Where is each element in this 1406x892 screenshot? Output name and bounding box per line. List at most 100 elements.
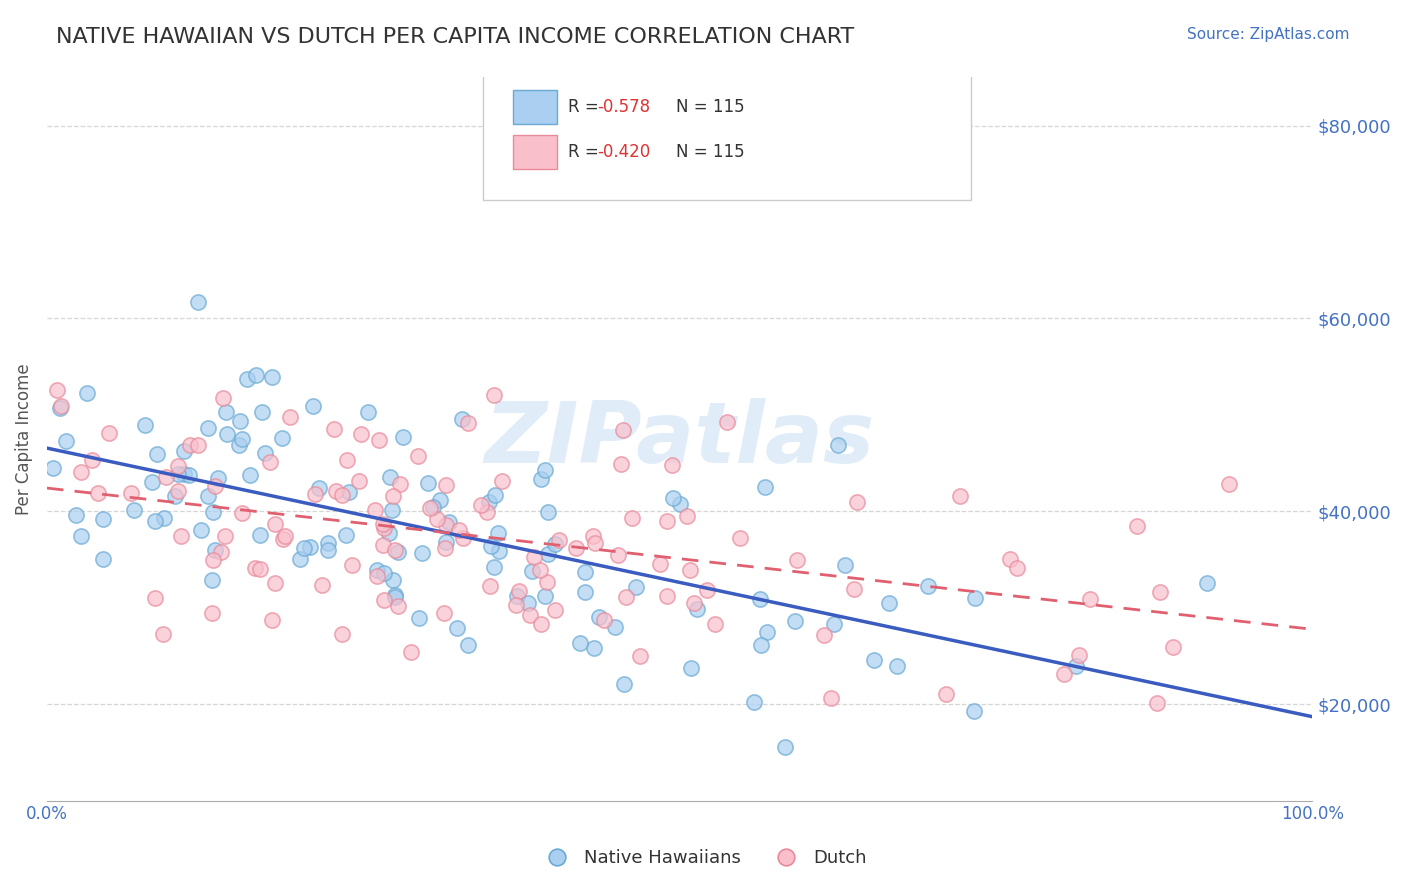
Point: [1007, 561, 1029, 575]
Point: [340, 558, 363, 572]
Point: [520, 565, 543, 579]
Point: [325, 484, 347, 499]
Bar: [513, 135, 557, 169]
Point: [935, 687, 957, 701]
Point: [48, 401, 70, 415]
Point: [773, 740, 796, 755]
Point: [173, 467, 195, 481]
Point: [262, 613, 284, 627]
Point: [350, 426, 373, 441]
Point: [46, 383, 69, 397]
Point: [167, 467, 190, 481]
Point: [609, 458, 631, 472]
Point: [682, 596, 704, 610]
Point: [406, 449, 429, 463]
Text: R =: R =: [568, 98, 605, 116]
Point: [186, 295, 208, 310]
Point: [197, 489, 219, 503]
Point: [177, 467, 200, 482]
Point: [845, 495, 868, 509]
Point: [416, 476, 439, 491]
Text: R =: R =: [568, 143, 605, 161]
Point: [686, 602, 709, 616]
Text: -0.420: -0.420: [598, 143, 651, 161]
Point: [744, 695, 766, 709]
Point: [302, 400, 325, 414]
Point: [236, 372, 259, 386]
Point: [330, 487, 353, 501]
Point: [1197, 575, 1219, 590]
Point: [243, 561, 266, 575]
Point: [529, 563, 551, 577]
Point: [544, 537, 567, 551]
Point: [696, 583, 718, 598]
Point: [614, 590, 637, 604]
Point: [122, 503, 145, 517]
Point: [434, 517, 457, 532]
Point: [565, 541, 588, 556]
FancyBboxPatch shape: [484, 74, 970, 201]
Point: [1064, 659, 1087, 673]
Point: [391, 430, 413, 444]
Point: [1149, 585, 1171, 599]
Point: [879, 596, 901, 610]
Point: [273, 529, 295, 543]
Point: [204, 543, 226, 558]
Point: [201, 573, 224, 587]
Point: [231, 432, 253, 446]
Point: [169, 529, 191, 543]
Point: [621, 510, 644, 524]
Point: [886, 659, 908, 673]
Point: [292, 541, 315, 555]
Point: [484, 387, 506, 401]
Point: [508, 584, 530, 599]
Point: [486, 525, 509, 540]
Point: [1067, 648, 1090, 663]
Point: [756, 625, 779, 640]
Text: ZIPatlas: ZIPatlas: [485, 398, 875, 481]
Point: [201, 606, 224, 620]
Point: [366, 563, 388, 577]
Point: [70, 529, 93, 543]
Point: [530, 472, 553, 486]
Point: [201, 505, 224, 519]
Text: N = 115: N = 115: [676, 143, 744, 161]
Point: [87, 485, 110, 500]
Point: [134, 417, 156, 432]
Point: [703, 616, 725, 631]
Point: [593, 613, 616, 627]
Point: [537, 505, 560, 519]
Point: [422, 500, 444, 515]
Point: [583, 536, 606, 550]
Point: [368, 433, 391, 447]
Point: [304, 487, 326, 501]
Point: [1161, 640, 1184, 654]
Point: [457, 416, 479, 430]
Point: [437, 516, 460, 530]
Point: [245, 368, 267, 383]
Point: [1053, 667, 1076, 681]
Point: [655, 589, 678, 603]
Point: [434, 541, 457, 556]
Point: [373, 517, 395, 532]
Point: [70, 465, 93, 479]
Point: [479, 539, 502, 553]
Point: [153, 511, 176, 525]
Point: [662, 491, 685, 506]
Point: [250, 404, 273, 418]
Point: [536, 575, 558, 590]
Point: [478, 579, 501, 593]
Point: [373, 538, 395, 552]
Point: [91, 511, 114, 525]
Point: [470, 499, 492, 513]
Point: [786, 552, 808, 566]
Point: [678, 563, 700, 577]
Point: [488, 544, 510, 558]
Point: [949, 489, 972, 503]
Point: [378, 525, 401, 540]
Point: [204, 479, 226, 493]
Point: [613, 677, 636, 691]
Point: [141, 475, 163, 489]
Point: [519, 608, 541, 623]
Point: [478, 495, 501, 509]
